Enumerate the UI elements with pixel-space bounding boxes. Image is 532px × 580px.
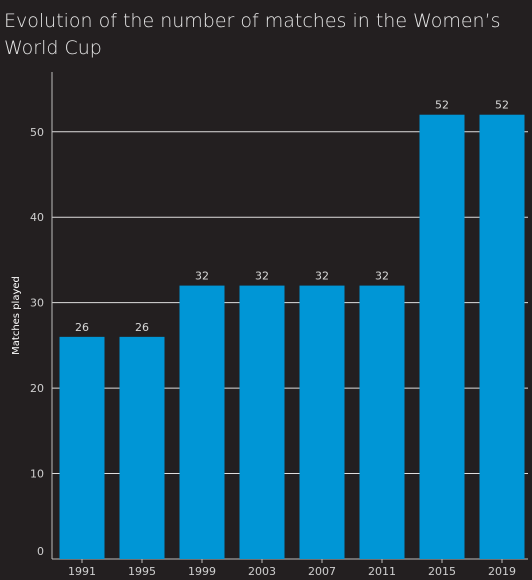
bar-value-label: 52 <box>495 99 509 112</box>
x-tick-label: 2015 <box>428 565 456 578</box>
x-tick-label: 1999 <box>188 565 216 578</box>
x-tick-label: 1995 <box>128 565 156 578</box>
bar <box>119 336 165 559</box>
x-tick-label: 2011 <box>368 565 396 578</box>
bar <box>479 114 525 559</box>
y-axis-title: Matches played <box>11 276 22 355</box>
bar-value-label: 26 <box>135 321 149 334</box>
x-tick-label: 2003 <box>248 565 276 578</box>
bar-value-label: 52 <box>435 99 449 112</box>
bar <box>359 285 405 559</box>
bars: 26 26 32 32 32 32 52 52 <box>59 99 525 559</box>
y-axis-ticks: 0 10 20 30 40 50 <box>30 126 44 558</box>
chart-title: Evolution of the number of matches in th… <box>4 10 501 59</box>
y-tick-label: 50 <box>30 126 44 139</box>
y-tick-label: 20 <box>30 382 44 395</box>
y-tick-label: 0 <box>37 545 44 558</box>
bar-value-label: 32 <box>195 270 209 283</box>
y-tick-label: 40 <box>30 211 44 224</box>
bar-value-label: 26 <box>75 321 89 334</box>
x-tick-label: 1991 <box>68 565 96 578</box>
x-axis-ticks: 1991 1995 1999 2003 2007 2011 2015 2019 <box>68 559 516 578</box>
bar-value-label: 32 <box>255 270 269 283</box>
x-tick-label: 2019 <box>488 565 516 578</box>
bar <box>179 285 225 559</box>
bar <box>239 285 285 559</box>
bar <box>419 114 465 559</box>
y-tick-label: 10 <box>30 468 44 481</box>
y-tick-label: 30 <box>30 297 44 310</box>
bar-value-label: 32 <box>315 270 329 283</box>
x-tick-label: 2007 <box>308 565 336 578</box>
bar <box>59 336 105 559</box>
bar <box>299 285 345 559</box>
bar-value-label: 32 <box>375 270 389 283</box>
